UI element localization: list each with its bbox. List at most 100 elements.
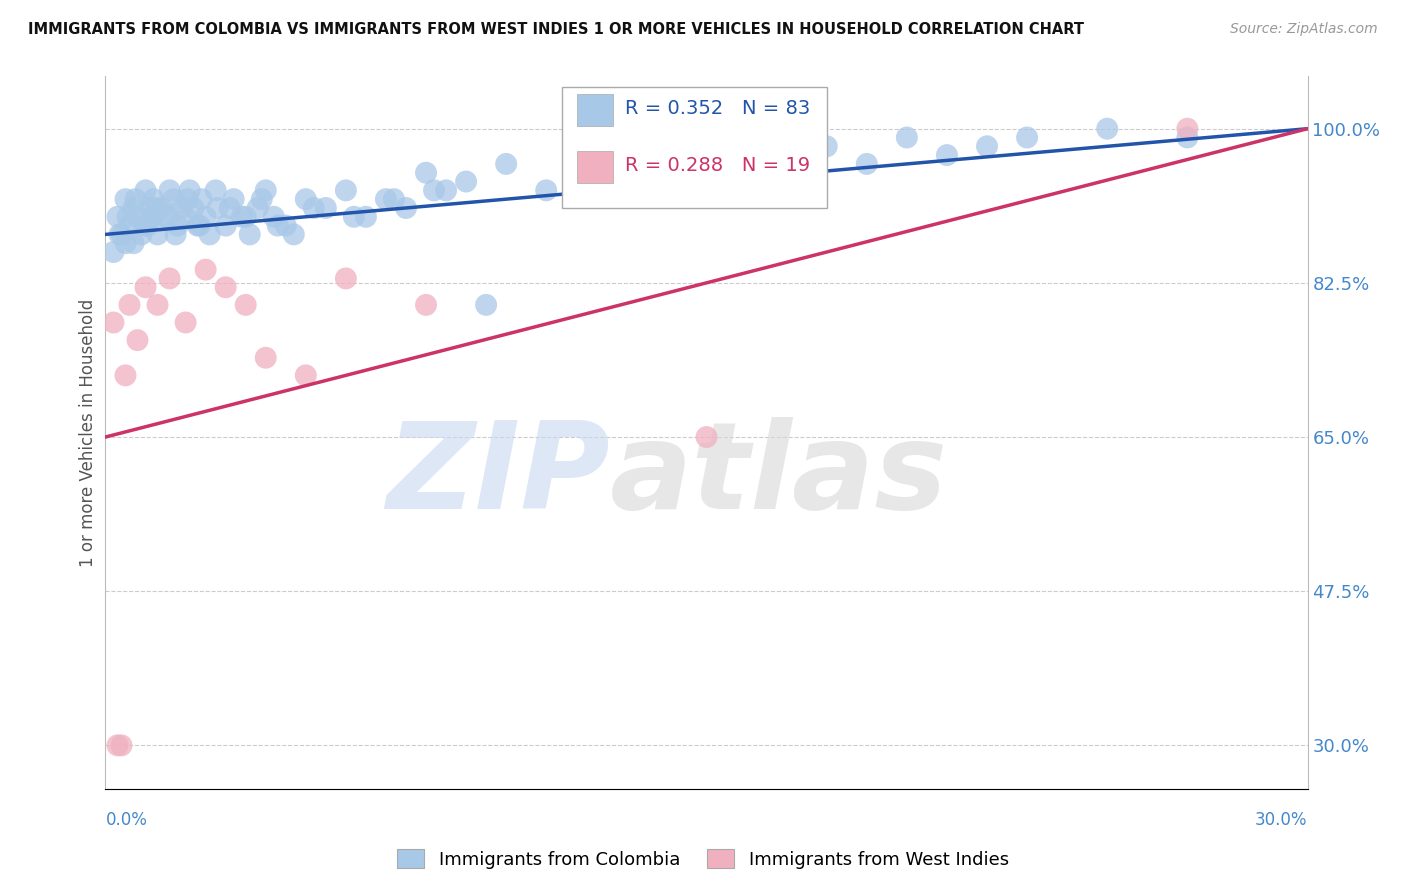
Point bbox=[534, 183, 557, 197]
Text: ZIP: ZIP bbox=[387, 417, 610, 534]
Point bbox=[976, 139, 998, 153]
Point bbox=[122, 201, 145, 215]
Point bbox=[150, 201, 173, 215]
Point bbox=[117, 210, 139, 224]
Legend: Immigrants from Colombia, Immigrants from West Indies: Immigrants from Colombia, Immigrants fro… bbox=[389, 842, 1017, 876]
Point bbox=[204, 183, 226, 197]
Point bbox=[335, 183, 357, 197]
Text: Source: ZipAtlas.com: Source: ZipAtlas.com bbox=[1230, 22, 1378, 37]
Point bbox=[131, 227, 153, 242]
Point bbox=[855, 157, 877, 171]
Point bbox=[214, 280, 236, 294]
Y-axis label: 1 or more Vehicles in Household: 1 or more Vehicles in Household bbox=[79, 299, 97, 566]
Point bbox=[374, 192, 398, 206]
Point bbox=[166, 219, 188, 233]
Point bbox=[214, 219, 236, 233]
Point bbox=[295, 368, 318, 383]
Point bbox=[815, 139, 838, 153]
Point bbox=[495, 157, 517, 171]
Point bbox=[343, 210, 366, 224]
Point bbox=[1015, 130, 1038, 145]
Point bbox=[103, 316, 125, 330]
Point bbox=[475, 298, 498, 312]
Point bbox=[127, 210, 149, 224]
Point bbox=[254, 183, 277, 197]
Point bbox=[1175, 130, 1198, 145]
Point bbox=[127, 333, 149, 347]
Point bbox=[142, 192, 165, 206]
Point bbox=[179, 183, 201, 197]
Text: 0.0%: 0.0% bbox=[105, 811, 148, 829]
Point bbox=[250, 192, 273, 206]
Point bbox=[135, 280, 157, 294]
Point bbox=[156, 210, 179, 224]
Point bbox=[222, 192, 245, 206]
Point bbox=[295, 192, 318, 206]
Point bbox=[162, 192, 184, 206]
Point bbox=[103, 245, 125, 260]
Point bbox=[434, 183, 457, 197]
Point bbox=[135, 219, 157, 233]
Point bbox=[395, 201, 418, 215]
Point bbox=[138, 201, 160, 215]
Point bbox=[575, 175, 598, 189]
Point bbox=[315, 201, 337, 215]
Bar bbox=[576, 151, 613, 183]
Point bbox=[114, 236, 136, 251]
Point bbox=[107, 739, 129, 753]
Point bbox=[283, 227, 305, 242]
Point bbox=[107, 210, 129, 224]
Point bbox=[187, 219, 209, 233]
Point bbox=[423, 183, 446, 197]
Point bbox=[254, 351, 277, 365]
Point bbox=[239, 227, 262, 242]
Point bbox=[118, 219, 141, 233]
Point bbox=[1097, 121, 1119, 136]
Point bbox=[231, 210, 253, 224]
Point bbox=[776, 148, 799, 162]
Point bbox=[114, 368, 136, 383]
Point bbox=[122, 236, 145, 251]
Text: IMMIGRANTS FROM COLOMBIA VS IMMIGRANTS FROM WEST INDIES 1 OR MORE VEHICLES IN HO: IMMIGRANTS FROM COLOMBIA VS IMMIGRANTS F… bbox=[28, 22, 1084, 37]
Point bbox=[335, 271, 357, 285]
Point bbox=[274, 219, 297, 233]
Point bbox=[354, 210, 377, 224]
Text: R = 0.288   N = 19: R = 0.288 N = 19 bbox=[624, 156, 810, 176]
Point bbox=[302, 201, 325, 215]
Point bbox=[124, 192, 146, 206]
Point bbox=[159, 271, 181, 285]
Point bbox=[159, 183, 181, 197]
Point bbox=[655, 148, 678, 162]
Point bbox=[207, 201, 229, 215]
Text: 30.0%: 30.0% bbox=[1256, 811, 1308, 829]
Point bbox=[235, 298, 257, 312]
Point bbox=[170, 201, 193, 215]
Point bbox=[263, 210, 285, 224]
Point bbox=[267, 219, 290, 233]
Bar bbox=[576, 94, 613, 126]
Point bbox=[194, 210, 217, 224]
Point bbox=[176, 192, 198, 206]
Point bbox=[456, 175, 478, 189]
Point bbox=[198, 227, 221, 242]
Point bbox=[165, 227, 187, 242]
Point bbox=[118, 298, 141, 312]
Point bbox=[896, 130, 918, 145]
Point bbox=[696, 430, 718, 444]
Point bbox=[235, 210, 257, 224]
Point bbox=[146, 298, 169, 312]
Point bbox=[246, 201, 269, 215]
Point bbox=[142, 210, 165, 224]
Point bbox=[190, 192, 212, 206]
Point bbox=[415, 166, 437, 180]
Point bbox=[696, 157, 718, 171]
Point bbox=[1175, 121, 1198, 136]
Point bbox=[155, 210, 177, 224]
Text: atlas: atlas bbox=[610, 417, 949, 534]
Text: R = 0.352   N = 83: R = 0.352 N = 83 bbox=[624, 99, 810, 119]
Point bbox=[188, 219, 211, 233]
Point bbox=[110, 739, 132, 753]
Point bbox=[114, 192, 136, 206]
Point bbox=[218, 201, 240, 215]
Point bbox=[936, 148, 959, 162]
